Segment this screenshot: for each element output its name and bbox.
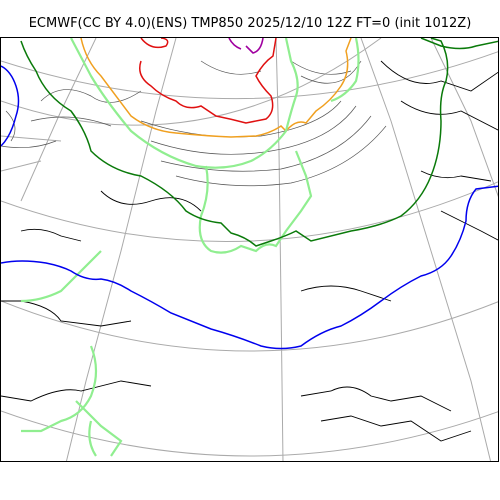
graticule [1, 38, 498, 461]
map-title: ECMWF(CC BY 4.0)(ENS) TMP850 2025/12/10 … [28, 16, 472, 31]
isotherm-plus6 [1, 65, 498, 350]
isotherm-minus30 [228, 38, 264, 54]
isotherm-minus18 [80, 38, 352, 138]
isotherm-minus24 [139, 38, 277, 124]
coastline [1, 60, 498, 442]
isotherm-minus6 [20, 38, 360, 457]
temperature-map [1, 38, 498, 461]
map-panel [0, 37, 499, 462]
minor-isotherms [1, 60, 387, 187]
isotherm-0 [20, 38, 498, 247]
